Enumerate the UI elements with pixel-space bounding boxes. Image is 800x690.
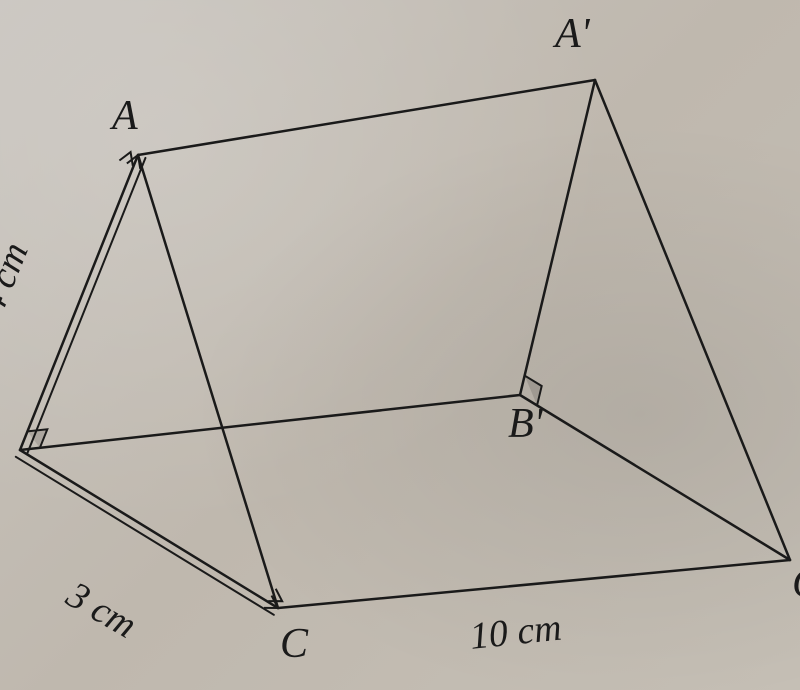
vertex-label-c-prime: C': [792, 560, 800, 608]
edges-group: [20, 80, 790, 608]
vertex-label-a-prime: A': [555, 10, 590, 58]
vertex-label-b-prime: B': [508, 400, 543, 448]
right-angle-marks: [27, 376, 541, 448]
vertex-label-a: A: [112, 92, 138, 140]
measurement-lines: [16, 158, 274, 615]
vertex-label-c: C: [280, 620, 308, 668]
